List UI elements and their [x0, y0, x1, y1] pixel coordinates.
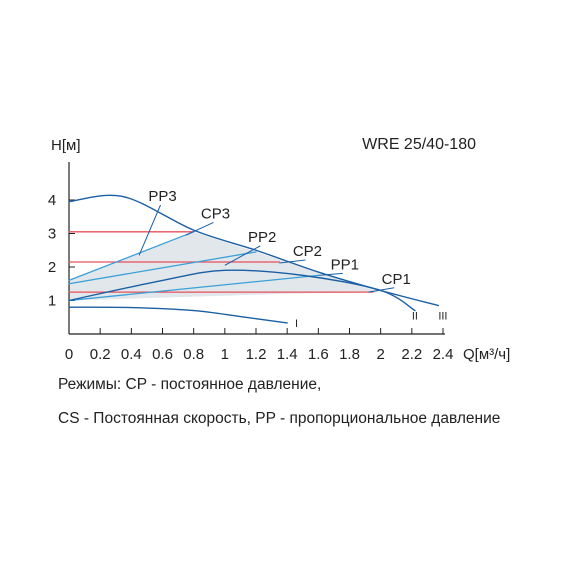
y-axis-label: H[м] — [51, 137, 80, 154]
x-tick-label: 1.4 — [277, 346, 298, 363]
mode-legend-line-2: CS - Постоянная скорость, PP - пропорцио… — [58, 410, 501, 427]
y-tick-label: 2 — [48, 259, 56, 276]
label-cp2: CP2 — [293, 243, 322, 260]
x-tick-label: 1.6 — [308, 346, 329, 363]
leader-cp1 — [368, 287, 395, 293]
x-tick-label: 2.2 — [401, 346, 422, 363]
x-tick-label: 1.2 — [246, 346, 267, 363]
curve-pp2 — [68, 251, 257, 285]
speed-label-iii: III — [438, 311, 447, 323]
y-tick-label: 3 — [48, 226, 56, 243]
mode-legend-line-1: Режимы: CP - постоянное давление, — [58, 376, 322, 393]
x-tick-label: 1 — [221, 346, 229, 363]
chart-title: WRE 25/40-180 — [362, 136, 476, 153]
x-tick-label: 2 — [376, 346, 384, 363]
label-pp2: PP2 — [248, 229, 276, 246]
label-cp1: CP1 — [382, 271, 411, 288]
x-tick-label: 1.8 — [339, 346, 360, 363]
leader-cp3 — [185, 221, 214, 236]
leader-pp1 — [318, 272, 343, 276]
label-pp3: PP3 — [148, 188, 176, 205]
y-tick-label: 4 — [48, 192, 56, 209]
x-tick-label: 2.4 — [433, 346, 454, 363]
label-pp1: PP1 — [331, 256, 359, 273]
y-tick-label: 1 — [48, 293, 56, 310]
x-tick-label: 0.6 — [152, 346, 173, 363]
speed-label-ii: II — [412, 311, 418, 323]
curve-pp1 — [68, 274, 319, 302]
x-tick-label: 0.8 — [183, 346, 204, 363]
x-tick-label: 0.4 — [121, 346, 142, 363]
leader-pp3 — [138, 204, 161, 256]
leader-cp2 — [279, 259, 306, 264]
leader-pp2 — [224, 245, 261, 266]
x-tick-label: 0 — [65, 346, 73, 363]
curve-i — [68, 306, 288, 324]
label-cp3: CP3 — [201, 205, 230, 222]
speed-label-i: I — [295, 318, 298, 330]
plot-area: 0 0.2 0.4 0.6 0.8 1 1.2 1.4 1.6 1.8 2 2.2 2.4 1 2 3 4 PP3… — [48, 162, 454, 363]
x-axis-label: Q[м³/ч] — [463, 346, 510, 363]
curve-pp3 — [68, 231, 195, 282]
x-tick-label: 0.2 — [90, 346, 111, 363]
